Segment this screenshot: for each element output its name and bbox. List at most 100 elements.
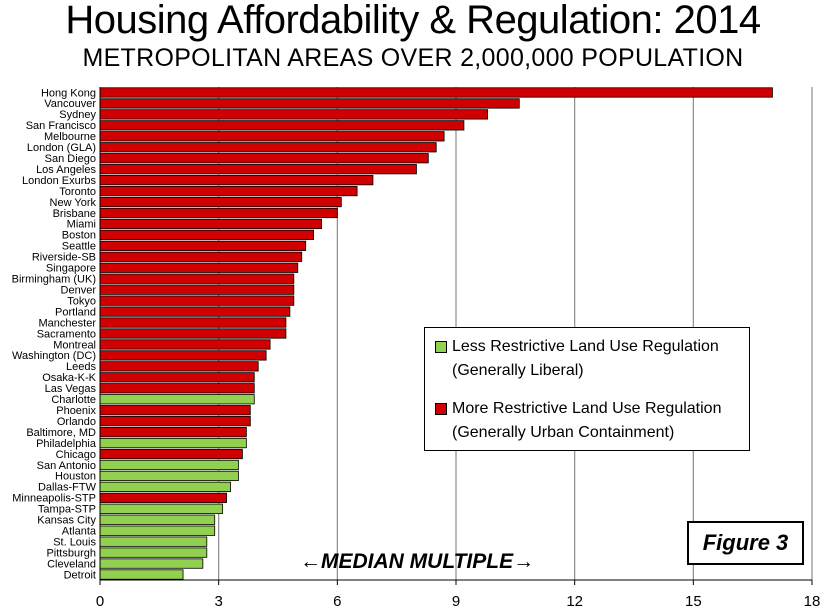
bar — [99, 175, 374, 186]
category-label: Los Angeles — [36, 164, 96, 176]
category-label: Melbourne — [44, 131, 96, 143]
category-label: Dallas-FTW — [38, 482, 97, 494]
category-label: San Antonio — [37, 460, 96, 472]
legend-swatch-more — [435, 403, 447, 415]
bar — [99, 251, 303, 262]
bar — [99, 448, 243, 460]
figure-label: Figure 3 — [687, 521, 804, 565]
bar — [99, 284, 295, 295]
bar — [99, 470, 239, 482]
category-label: Leeds — [66, 361, 96, 373]
bar — [99, 350, 267, 361]
bar — [99, 306, 291, 317]
category-label: Houston — [55, 471, 96, 483]
bar — [99, 569, 184, 580]
bar — [99, 240, 307, 251]
category-label: Hong Kong — [41, 87, 96, 99]
bar — [99, 328, 287, 339]
bar — [99, 131, 445, 142]
bar — [99, 514, 216, 525]
x-tick-label: 0 — [96, 593, 104, 610]
bar — [99, 372, 255, 383]
category-label: Vancouver — [44, 98, 96, 110]
category-label: London (GLA) — [27, 142, 96, 154]
bar — [99, 120, 465, 131]
category-label: Philadelphia — [36, 438, 97, 450]
legend-label-more-line2: (Generally Urban Containment) — [452, 424, 675, 441]
x-tick-label: 6 — [333, 593, 341, 610]
bar — [99, 525, 216, 536]
category-label: Birmingham (UK) — [12, 274, 96, 286]
bar — [99, 196, 342, 208]
category-label: Kansas City — [37, 515, 96, 527]
bar — [99, 317, 287, 328]
category-label: Sacramento — [37, 328, 96, 340]
bar — [99, 98, 520, 109]
bar — [99, 109, 489, 120]
category-label: Singapore — [46, 263, 96, 275]
x-tick-label: 18 — [804, 593, 821, 610]
category-label: Montreal — [53, 339, 96, 351]
bar — [99, 503, 224, 514]
category-label: London Exurbs — [22, 175, 96, 187]
bar — [99, 229, 315, 241]
bar — [99, 492, 227, 503]
bar — [99, 459, 239, 471]
legend: Less Restrictive Land Use Regulation (Ge… — [424, 327, 750, 451]
bar — [99, 536, 208, 547]
bar — [99, 153, 429, 164]
bar — [99, 273, 295, 284]
category-label: Tokyo — [67, 295, 96, 307]
bar — [99, 207, 338, 219]
category-label: St. Louis — [53, 536, 96, 548]
category-label: Detroit — [64, 569, 96, 581]
bar — [99, 361, 259, 372]
bar — [99, 295, 295, 306]
category-label: Tampa-STP — [38, 504, 96, 516]
category-label: Boston — [62, 230, 96, 242]
category-label: Washington (DC) — [12, 350, 96, 362]
bar — [99, 142, 437, 153]
category-label: Osaka-K-K — [42, 372, 96, 384]
bar — [99, 185, 358, 197]
x-tick-label: 3 — [214, 593, 222, 610]
category-label: Sydney — [59, 109, 96, 121]
x-tick-label: 12 — [566, 593, 583, 610]
legend-label-less-line2: (Generally Liberal) — [452, 362, 584, 379]
x-tick-label: 15 — [685, 593, 702, 610]
bar — [99, 426, 247, 438]
bar — [99, 405, 251, 416]
category-label: Miami — [67, 219, 96, 231]
bar — [99, 383, 255, 394]
category-label: Baltimore, MD — [26, 427, 96, 439]
bar — [99, 481, 231, 492]
bar — [99, 164, 417, 175]
bar — [99, 437, 247, 449]
category-label: Denver — [61, 284, 97, 296]
legend-label-more-line1: More Restrictive Land Use Regulation — [452, 400, 722, 417]
legend-swatch-less — [435, 341, 447, 353]
category-label: San Francisco — [26, 120, 96, 132]
category-label: Minneapolis-STP — [12, 493, 96, 505]
category-label: Cleveland — [47, 558, 96, 570]
bar — [99, 547, 208, 558]
category-label: Orlando — [57, 416, 96, 428]
category-label: Pittsburgh — [46, 547, 96, 559]
bar — [99, 87, 773, 98]
bar — [99, 394, 255, 405]
legend-label-less-line1: Less Restrictive Land Use Regulation — [452, 338, 719, 355]
category-label: Seattle — [62, 241, 96, 253]
category-label: Chicago — [56, 449, 96, 461]
bar — [99, 262, 299, 273]
bar — [99, 218, 322, 230]
category-label: Atlanta — [62, 526, 97, 538]
bar — [99, 416, 251, 427]
bar — [99, 339, 271, 350]
x-tick-label: 9 — [452, 593, 460, 610]
category-label: Charlotte — [51, 394, 96, 406]
category-label: Toronto — [59, 186, 96, 198]
x-axis-label: ←MEDIAN MULTIPLE→ — [300, 550, 535, 573]
category-label: San Diego — [45, 153, 96, 165]
category-label: Brisbane — [53, 208, 96, 220]
